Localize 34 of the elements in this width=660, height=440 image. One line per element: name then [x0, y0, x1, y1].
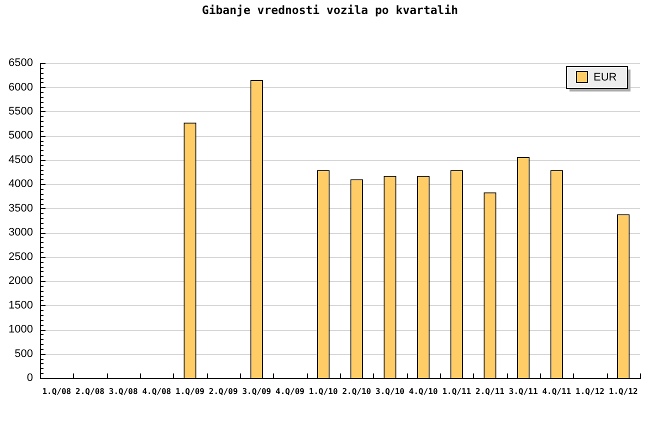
x-tick-label: 2.Q/09: [208, 386, 238, 396]
x-tick-label: 1.Q/12: [608, 386, 638, 396]
x-tick-label: 1.Q/11: [442, 386, 472, 396]
x-tick-label: 1.Q/10: [308, 386, 338, 396]
legend-label: EUR: [594, 72, 617, 84]
y-tick-label: 4000: [8, 178, 33, 190]
y-tick-label: 3500: [8, 202, 33, 214]
y-tick-label: 4500: [8, 154, 33, 166]
chart-title: Gibanje vrednosti vozila po kvartalih: [202, 2, 458, 17]
y-tick-label: 5000: [8, 130, 33, 142]
x-tick-label: 4.Q/08: [142, 386, 172, 396]
x-tick-label: 2.Q/10: [342, 386, 372, 396]
y-tick-label: 2000: [8, 275, 33, 288]
x-tick-label: 2.Q/08: [76, 386, 105, 396]
y-tick-label: 6500: [8, 57, 33, 70]
x-tick-label: 3.Q/11: [508, 386, 538, 396]
x-tick-label: 4.Q/11: [542, 386, 572, 396]
x-tick-label: 3.Q/09: [242, 386, 272, 396]
x-tick-label: 4.Q/10: [408, 386, 438, 396]
y-tick-label: 0: [26, 372, 33, 384]
y-tick-label: 1000: [8, 324, 33, 336]
y-tick-label: 5500: [8, 105, 33, 118]
y-tick-label: 1500: [8, 299, 33, 312]
y-tick-label: 2500: [8, 250, 33, 263]
x-tick-label: 1.Q/12: [576, 386, 605, 396]
x-tick-label: 4.Q/09: [276, 386, 305, 396]
y-tick-label: 6000: [8, 81, 33, 94]
x-tick-label: 3.Q/08: [108, 386, 138, 396]
x-tick-label: 1.Q/09: [176, 386, 205, 396]
y-tick-label: 500: [14, 348, 33, 360]
y-tick-label: 3000: [8, 226, 33, 239]
x-tick-label: 2.Q/11: [476, 386, 505, 396]
x-tick-label: 1.Q/08: [42, 386, 72, 396]
x-tick-label: 3.Q/10: [376, 386, 405, 396]
